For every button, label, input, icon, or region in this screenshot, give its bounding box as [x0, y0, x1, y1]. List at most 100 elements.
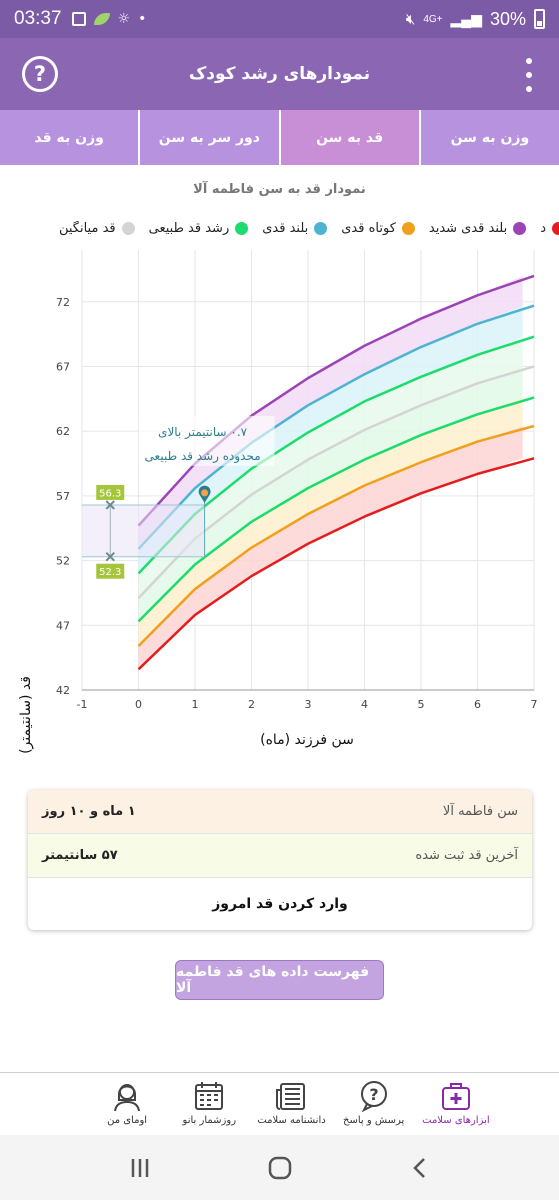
- leaf-app-icon: [93, 13, 110, 25]
- status-notification-icons: ☼ •: [71, 11, 147, 27]
- height-data-list-button[interactable]: فهرست داده های قد فاطمه آلا: [175, 960, 384, 1000]
- age-label: سن فاطمه آلا: [442, 804, 518, 819]
- chart-tabs: وزن به سن قد به سن دور سر به سن وزن به ق…: [0, 110, 559, 165]
- enter-today-height-button[interactable]: وارد کردن قد امروز: [212, 896, 348, 912]
- y-tick-label: 62: [56, 425, 70, 438]
- x-tick-label: 1: [192, 698, 199, 711]
- annotation-box: [138, 415, 275, 466]
- tab-weight-for-age[interactable]: وزن به سن: [418, 110, 559, 165]
- dot-icon: •: [138, 11, 147, 27]
- legend-item-very-tall[interactable]: بلند قدی شدید: [428, 221, 527, 236]
- x-tick-label: 0: [135, 698, 142, 711]
- tab-weight-for-height[interactable]: وزن به قد: [34, 129, 104, 146]
- nav-questions[interactable]: ? پرسش و پاسخ: [333, 1073, 415, 1134]
- y-axis-label: قد (سانتیمتر): [18, 676, 34, 754]
- child-info-card: سن فاطمه آلا ۱ ماه و ۱۰ روز آخرین قد ثبت…: [28, 790, 532, 930]
- first-aid-kit-icon: [441, 1083, 470, 1110]
- percentile-line: [137, 396, 535, 623]
- range-badge-label: 56.3: [99, 488, 121, 499]
- back-icon[interactable]: [409, 1156, 431, 1180]
- x-tick-label: 6: [474, 698, 481, 711]
- newspaper-icon: [276, 1083, 306, 1110]
- legend-item-normal[interactable]: رشد قد طبیعی: [149, 221, 249, 236]
- range-badge-label: 52.3: [99, 567, 121, 578]
- percentile-band: [138, 305, 523, 574]
- y-tick-label: 52: [56, 555, 70, 568]
- question-bubble-icon: ?: [360, 1081, 387, 1113]
- status-bar: 03:37 ☼ • 🔇︎ 4G+ ▂▄▆ 30%: [0, 0, 559, 38]
- x-tick-label: 2: [248, 698, 255, 711]
- x-tick-label: 5: [418, 698, 425, 711]
- x-axis-label: سن فرزند (ماه): [260, 732, 354, 748]
- percentile-line: [137, 457, 535, 671]
- bottom-nav: ابزارهای سلامت ? پرسش و پاسخ دانشنامه سل…: [0, 1072, 559, 1134]
- last-height-value: ۵۷ سانتیمتر: [42, 848, 118, 863]
- system-nav-bar: [0, 1135, 559, 1200]
- nav-label: روزشمار بانو: [182, 1115, 237, 1126]
- age-row: سن فاطمه آلا ۱ ماه و ۱۰ روز: [28, 790, 532, 834]
- legend-item-cut[interactable]: د: [540, 221, 559, 236]
- tab-head-circumference-for-age[interactable]: دور سر به سن: [138, 110, 278, 165]
- range-badge: [96, 563, 125, 579]
- svg-text:?: ?: [369, 1085, 378, 1104]
- legend-dot: [401, 222, 415, 235]
- question-icon: ?: [33, 62, 47, 86]
- home-icon[interactable]: [267, 1155, 293, 1181]
- signal-icon: ▂▄▆: [450, 10, 482, 27]
- battery-icon: [534, 9, 545, 29]
- nav-label: دانشنامه سلامت: [257, 1115, 326, 1126]
- legend-item-average[interactable]: قد میانگین: [59, 221, 135, 236]
- y-tick-label: 72: [56, 296, 70, 309]
- height-for-age-chart[interactable]: 56.3 52.3 ۰.۷ سانتیمتر بالای محدوده رشد قد …: [0, 250, 559, 760]
- y-tick-label: 67: [56, 360, 70, 373]
- legend-dot: [552, 222, 559, 235]
- recent-apps-icon[interactable]: [128, 1156, 152, 1180]
- network-type: 4G+: [423, 13, 443, 25]
- page-title: نمودارهای رشد کودک: [188, 64, 371, 84]
- x-tick-label: 4: [361, 698, 368, 711]
- legend-dot: [513, 222, 527, 235]
- legend-label: د: [540, 221, 546, 236]
- gallery-icon: [71, 12, 86, 26]
- chart-legend: د بلند قدی شدید کوتاه قدی بلند قدی رشد ق…: [0, 221, 559, 243]
- nav-label: پرسش و پاسخ: [343, 1115, 405, 1126]
- legend-item-tall[interactable]: بلند قدی: [262, 221, 328, 236]
- annotation-text: ۰.۷ سانتیمتر بالای: [158, 425, 248, 440]
- nav-label: ابزارهای سلامت: [422, 1115, 490, 1126]
- legend-label: بلند قدی شدید: [428, 221, 508, 236]
- help-button[interactable]: ?: [22, 56, 58, 92]
- age-value: ۱ ماه و ۱۰ روز: [42, 804, 136, 819]
- battery-percent: 30%: [489, 8, 526, 29]
- nav-my-profile[interactable]: اومای من: [86, 1073, 168, 1134]
- overflow-menu-icon[interactable]: [525, 58, 533, 92]
- percentile-line: [137, 304, 535, 550]
- measurement-pin-dot: [201, 489, 209, 497]
- nav-encyclopedia[interactable]: دانشنامه سلامت: [250, 1073, 332, 1134]
- range-marker-cross: [105, 500, 115, 510]
- mute-icon: 🔇︎: [405, 10, 416, 28]
- status-time: 03:37: [14, 8, 62, 29]
- percentile-band: [138, 426, 523, 670]
- calendar-icon: [195, 1082, 224, 1110]
- nav-health-tools[interactable]: ابزارهای سلامت: [415, 1073, 497, 1134]
- app-bar: ? نمودارهای رشد کودک: [0, 38, 559, 110]
- legend-dot: [121, 222, 135, 235]
- x-tick-label: -1: [77, 698, 88, 711]
- normal-range-area: [82, 504, 205, 557]
- tab-height-for-age[interactable]: قد به سن: [278, 110, 419, 165]
- percentile-band: [138, 366, 523, 622]
- chart-title: نمودار قد به سن فاطمه آلا: [193, 182, 366, 197]
- y-tick-label: 42: [56, 684, 70, 697]
- last-height-row: آخرین قد ثبت شده ۵۷ سانتیمتر: [28, 834, 532, 878]
- nav-calendar[interactable]: روزشمار بانو: [168, 1073, 250, 1134]
- legend-label: قد میانگین: [58, 221, 116, 236]
- x-tick-label: 3: [305, 698, 312, 711]
- annotation-text: محدوده رشد قد طبیعی: [145, 449, 261, 464]
- status-right: 🔇︎ 4G+ ▂▄▆ 30%: [406, 9, 545, 30]
- nav-label: اومای من: [107, 1115, 148, 1126]
- range-marker-cross: [105, 551, 115, 562]
- brightness-icon: ☼: [117, 11, 131, 27]
- y-tick-label: 57: [56, 490, 70, 503]
- legend-item-short[interactable]: کوتاه قدی: [341, 221, 415, 236]
- legend-dot: [235, 222, 249, 235]
